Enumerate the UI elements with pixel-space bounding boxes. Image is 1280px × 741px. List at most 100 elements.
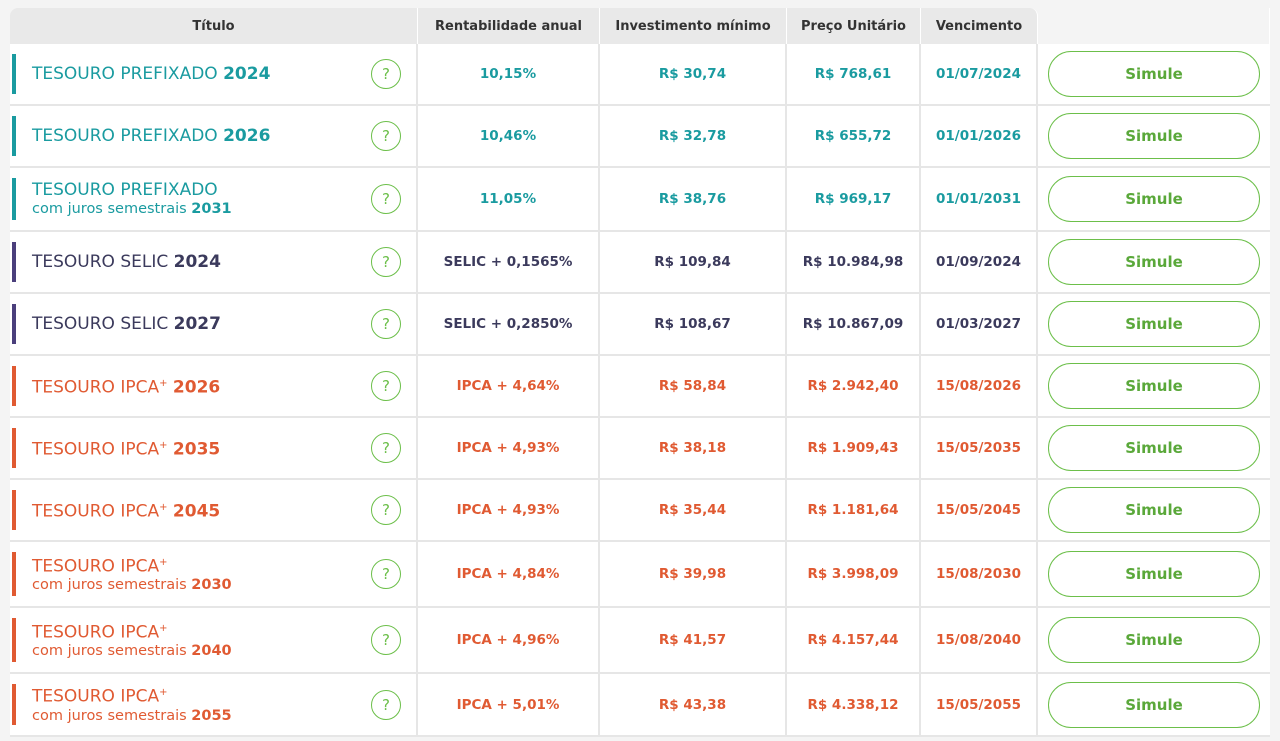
- color-bar: [12, 116, 16, 156]
- color-bar: [12, 366, 16, 406]
- rate-cell: IPCA + 4,96%: [418, 608, 600, 674]
- help-icon[interactable]: ?: [371, 309, 401, 339]
- date-cell: 15/08/2040: [921, 608, 1038, 674]
- bond-title: TESOURO SELIC 2024: [32, 252, 221, 272]
- help-icon[interactable]: ?: [371, 184, 401, 214]
- bond-title: TESOURO PREFIXADO 2026: [32, 126, 270, 146]
- superscript: +: [159, 622, 168, 634]
- bond-year: 2026: [223, 126, 271, 146]
- subtitle-line: com juros semestrais 2031: [32, 200, 232, 219]
- title-cell: TESOURO SELIC 2024?: [10, 232, 418, 294]
- title-cell: TESOURO IPCA+ 2045?: [10, 480, 418, 542]
- date-cell: 15/08/2026: [921, 356, 1038, 418]
- date-cell: 01/01/2031: [921, 168, 1038, 232]
- help-icon[interactable]: ?: [371, 371, 401, 401]
- bond-year: 2027: [173, 314, 221, 334]
- bond-subtitle: com juros semestrais: [32, 707, 187, 724]
- min-cell: R$ 38,76: [600, 168, 787, 232]
- button-cell: Simule: [1038, 168, 1270, 232]
- help-icon[interactable]: ?: [371, 433, 401, 463]
- price-cell: R$ 2.942,40: [787, 356, 921, 418]
- bond-name: TESOURO PREFIXADO: [32, 179, 218, 200]
- title-cell: TESOURO IPCA+ com juros semestrais 2030?: [10, 542, 418, 608]
- bond-year: 2030: [191, 577, 232, 594]
- bond-name: TESOURO IPCA: [32, 622, 160, 643]
- column-header: Título: [10, 8, 418, 44]
- title-cell: TESOURO SELIC 2027?: [10, 294, 418, 356]
- help-icon[interactable]: ?: [371, 59, 401, 89]
- bond-name: TESOURO IPCA: [32, 439, 160, 460]
- bond-title: TESOURO SELIC 2027: [32, 314, 221, 334]
- subtitle-line: com juros semestrais 2030: [32, 576, 232, 595]
- help-icon[interactable]: ?: [371, 247, 401, 277]
- min-cell: R$ 58,84: [600, 356, 787, 418]
- price-cell: R$ 4.157,44: [787, 608, 921, 674]
- simulate-button[interactable]: Simule: [1048, 113, 1260, 159]
- help-icon[interactable]: ?: [371, 689, 401, 720]
- color-bar: [12, 552, 16, 596]
- price-cell: R$ 10.984,98: [787, 232, 921, 294]
- rate-cell: IPCA + 4,93%: [418, 418, 600, 480]
- button-cell: Simule: [1038, 542, 1270, 608]
- rate-cell: 11,05%: [418, 168, 600, 232]
- simulate-button[interactable]: Simule: [1048, 301, 1260, 347]
- simulate-button[interactable]: Simule: [1048, 425, 1260, 471]
- bond-table: Título Rentabilidade anual Investimento mí…: [10, 8, 1270, 737]
- simulate-button[interactable]: Simule: [1048, 363, 1260, 409]
- button-cell: Simule: [1038, 356, 1270, 418]
- min-cell: R$ 39,98: [600, 542, 787, 608]
- min-cell: R$ 109,84: [600, 232, 787, 294]
- help-icon[interactable]: ?: [371, 495, 401, 525]
- superscript: +: [159, 556, 168, 568]
- bond-name: TESOURO PREFIXADO: [32, 64, 218, 84]
- simulate-button[interactable]: Simule: [1048, 176, 1260, 222]
- column-header: Rentabilidade anual: [418, 8, 600, 44]
- button-cell: Simule: [1038, 44, 1270, 106]
- simulate-button[interactable]: Simule: [1048, 239, 1260, 285]
- price-cell: R$ 1.181,64: [787, 480, 921, 542]
- price-cell: R$ 10.867,09: [787, 294, 921, 356]
- simulate-button[interactable]: Simule: [1048, 681, 1260, 728]
- min-cell: R$ 30,74: [600, 44, 787, 106]
- bond-subtitle: com juros semestrais: [32, 200, 187, 217]
- superscript: +: [159, 502, 168, 514]
- date-cell: 15/05/2035: [921, 418, 1038, 480]
- rate-cell: IPCA + 4,64%: [418, 356, 600, 418]
- bond-title: TESOURO IPCA+ com juros semestrais 2040: [32, 619, 232, 662]
- date-cell: 15/05/2055: [921, 674, 1038, 737]
- bond-name: TESOURO SELIC: [32, 252, 169, 272]
- date-cell: 15/08/2030: [921, 542, 1038, 608]
- bond-name: TESOURO IPCA: [32, 501, 160, 522]
- bond-year: 2031: [191, 200, 232, 217]
- simulate-button[interactable]: Simule: [1048, 617, 1260, 663]
- rate-cell: IPCA + 5,01%: [418, 674, 600, 737]
- simulate-button[interactable]: Simule: [1048, 487, 1260, 533]
- help-icon[interactable]: ?: [371, 625, 401, 655]
- subtitle-line: com juros semestrais 2055: [32, 707, 232, 726]
- superscript: +: [159, 687, 168, 699]
- title-cell: TESOURO IPCA+ 2026?: [10, 356, 418, 418]
- bond-subtitle: com juros semestrais: [32, 643, 187, 660]
- date-cell: 15/05/2045: [921, 480, 1038, 542]
- simulate-button[interactable]: Simule: [1048, 551, 1260, 597]
- rate-cell: IPCA + 4,93%: [418, 480, 600, 542]
- min-cell: R$ 35,44: [600, 480, 787, 542]
- button-cell: Simule: [1038, 480, 1270, 542]
- color-bar: [12, 178, 16, 220]
- superscript: +: [159, 378, 168, 390]
- min-cell: R$ 43,38: [600, 674, 787, 737]
- min-cell: R$ 38,18: [600, 418, 787, 480]
- header-spacer: [1038, 8, 1270, 44]
- price-cell: R$ 1.909,43: [787, 418, 921, 480]
- help-icon[interactable]: ?: [371, 121, 401, 151]
- bond-year: 2024: [223, 64, 271, 84]
- help-icon[interactable]: ?: [371, 559, 401, 589]
- title-cell: TESOURO IPCA+ com juros semestrais 2040?: [10, 608, 418, 674]
- date-cell: 01/07/2024: [921, 44, 1038, 106]
- bond-title: TESOURO IPCA+ com juros semestrais 2055: [32, 683, 232, 726]
- bond-name: TESOURO SELIC: [32, 314, 169, 334]
- simulate-button[interactable]: Simule: [1048, 51, 1260, 97]
- title-cell: TESOURO PREFIXADO 2024?: [10, 44, 418, 106]
- min-cell: R$ 108,67: [600, 294, 787, 356]
- column-header: Vencimento: [921, 8, 1038, 44]
